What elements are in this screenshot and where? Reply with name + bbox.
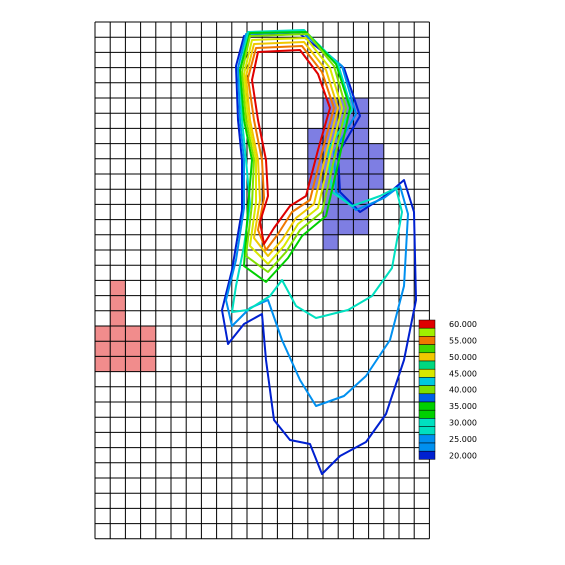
source-area-cell bbox=[110, 356, 126, 372]
target-area-cell bbox=[323, 234, 339, 250]
source-area bbox=[95, 280, 156, 372]
contour-35 bbox=[239, 31, 351, 283]
contour-40 bbox=[241, 33, 347, 273]
colorbar-swatch bbox=[418, 418, 436, 427]
source-area-cell bbox=[110, 295, 126, 311]
contour-30 bbox=[231, 29, 403, 319]
colorbar-label: 40.000 bbox=[449, 386, 477, 395]
colorbar-swatch bbox=[418, 327, 436, 337]
target-area-cell bbox=[353, 158, 369, 174]
contour-20 bbox=[221, 33, 417, 475]
colorbar-swatch bbox=[418, 385, 436, 395]
colorbar-label: 60.000 bbox=[449, 320, 477, 329]
colorbar-swatch bbox=[418, 409, 436, 419]
source-area-cell bbox=[125, 341, 141, 357]
colorbar-legend: 60.000 55.000 50.000 45.000 40.000 35.000 30.0… bbox=[418, 319, 477, 460]
colorbar-swatch bbox=[418, 426, 436, 436]
source-area-cell bbox=[95, 341, 111, 357]
source-area-cell bbox=[110, 341, 126, 357]
target-area-cell bbox=[338, 219, 354, 235]
target-area-cell bbox=[338, 174, 354, 190]
target-area-cell bbox=[353, 128, 369, 144]
contour-60 bbox=[251, 49, 331, 245]
target-area-cell bbox=[353, 219, 369, 235]
source-area-cell bbox=[110, 280, 126, 296]
source-area-cell bbox=[140, 341, 156, 357]
colorbar-swatch bbox=[418, 336, 436, 345]
colorbar-label: 45.000 bbox=[449, 369, 477, 378]
contour-25 bbox=[225, 31, 409, 407]
contour-lines bbox=[221, 29, 417, 475]
source-area-cell bbox=[140, 326, 156, 342]
target-area-cell bbox=[353, 174, 369, 190]
colorbar-swatch bbox=[418, 377, 436, 386]
target-area-cell bbox=[368, 143, 384, 159]
colorbar-swatch bbox=[418, 344, 436, 354]
colorbar-label: 35.000 bbox=[449, 402, 477, 411]
target-area-cell bbox=[368, 174, 384, 190]
source-area-cell bbox=[110, 310, 126, 326]
contour-50 bbox=[245, 41, 339, 257]
colorbar-label: 55.000 bbox=[449, 337, 477, 346]
target-area-cell bbox=[353, 113, 369, 129]
source-area-cell bbox=[95, 356, 111, 372]
colorbar-swatch bbox=[418, 360, 436, 370]
target-area-cell bbox=[323, 219, 339, 235]
colorbar-label: 30.000 bbox=[449, 419, 477, 428]
colorbar-label: 25.000 bbox=[449, 435, 477, 444]
target-area-cell bbox=[307, 128, 323, 144]
contour-55 bbox=[247, 45, 335, 251]
colorbar-swatch bbox=[418, 401, 436, 411]
colorbar-swatch bbox=[418, 319, 436, 329]
target-area-cell bbox=[368, 158, 384, 174]
colorbar-label: 50.000 bbox=[449, 353, 477, 362]
colorbar-swatch bbox=[418, 368, 436, 378]
target-area-cell bbox=[353, 143, 369, 159]
colorbar-swatch bbox=[418, 442, 436, 452]
source-area-cell bbox=[125, 326, 141, 342]
colorbar-swatch bbox=[418, 434, 436, 444]
target-area-cell bbox=[338, 158, 354, 174]
source-area-cell bbox=[110, 326, 126, 342]
colorbar-swatch bbox=[418, 393, 436, 403]
target-area-cell bbox=[338, 204, 354, 220]
colorbar-label: 20.000 bbox=[449, 451, 477, 460]
contour-45 bbox=[243, 37, 343, 265]
source-area-cell bbox=[95, 326, 111, 342]
source-area-cell bbox=[125, 356, 141, 372]
colorbar-swatch bbox=[418, 352, 436, 362]
source-area-cell bbox=[140, 356, 156, 372]
colorbar-swatch bbox=[418, 450, 436, 460]
